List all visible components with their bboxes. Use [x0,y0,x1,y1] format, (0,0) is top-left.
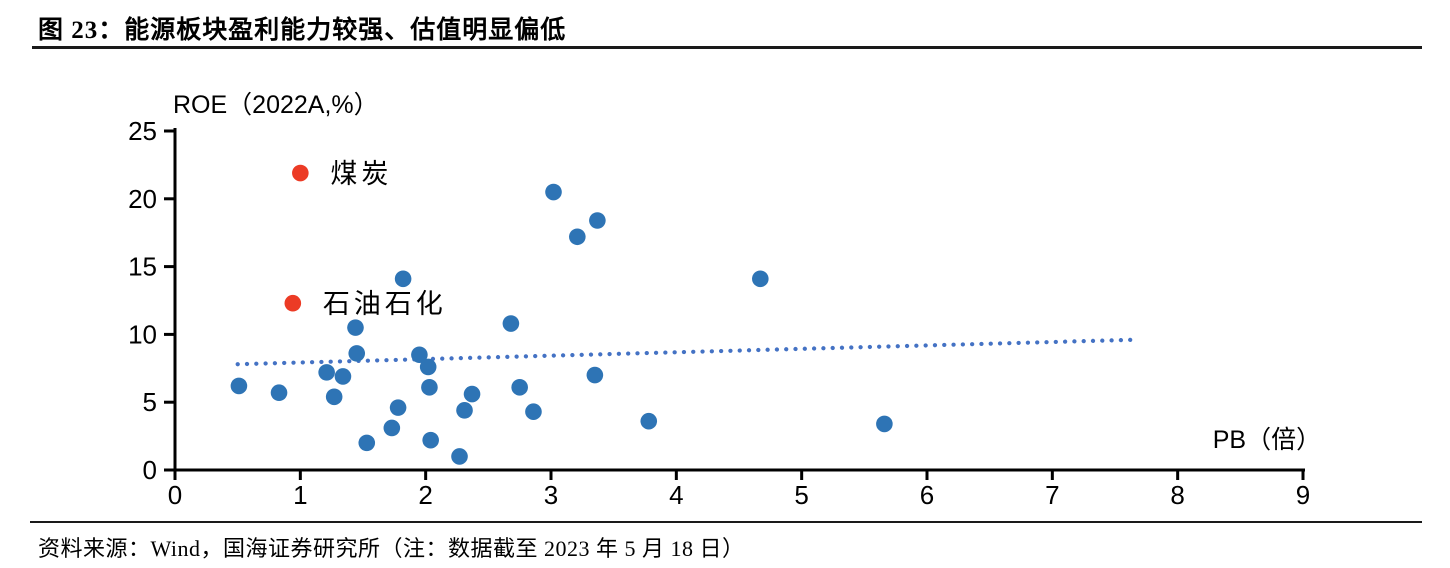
data-point [640,412,658,430]
data-point [411,346,428,364]
data-point [545,183,562,201]
data-point [230,377,248,395]
trendline [235,337,1135,367]
x-tick-label: 3 [544,480,558,510]
x-tick-label: 6 [920,480,934,510]
data-point [451,448,468,465]
x-axis-title: PB（倍） [1213,426,1321,454]
data-point [383,419,401,437]
data-point [421,378,438,396]
y-tick-label: 5 [143,387,157,417]
data-point [422,431,439,449]
highlight-point-煤炭 [292,164,309,182]
data-point [525,403,542,420]
y-tick-label: 10 [128,319,157,349]
data-point [270,384,288,402]
data-point [334,368,352,385]
title-divider [32,46,1422,49]
data-point [318,364,335,381]
y-tick-label: 25 [128,116,157,146]
x-tick-label: 1 [293,480,307,510]
x-tick-label: 4 [669,480,683,510]
x-tick-label: 9 [1296,480,1310,510]
point-label-石油石化: 石油石化 [323,289,447,320]
data-point [876,415,893,433]
data-point [569,228,586,246]
point-label-煤炭: 煤炭 [330,159,392,190]
x-tick-label: 0 [168,480,182,510]
data-point [325,388,343,406]
data-point [456,402,473,419]
data-point [348,345,366,362]
data-point [752,270,769,288]
x-tick-label: 5 [794,480,808,510]
data-point [586,366,604,384]
data-point [502,315,520,332]
data-point [394,270,412,288]
data-point [347,319,364,336]
data-point [463,385,481,403]
data-point [511,378,528,396]
x-tick-label: 2 [418,480,432,510]
highlight-point-石油石化 [284,294,302,312]
data-point [589,212,606,229]
y-axis-title: ROE（2022A,%） [173,91,379,119]
x-tick-label: 7 [1045,480,1059,510]
footer-divider [30,521,1422,523]
x-tick-label: 8 [1170,480,1184,510]
y-tick-label: 0 [143,455,157,485]
data-point [389,399,407,416]
y-tick-label: 20 [128,184,157,214]
data-point [358,434,376,452]
y-tick-label: 15 [128,252,157,282]
data-point [419,358,437,376]
figure-title: 图 23：能源板块盈利能力较强、估值明显偏低 [38,17,567,44]
source-note: 资料来源：Wind，国海证券研究所（注：数据截至 2023 年 5 月 18 日… [38,536,745,561]
